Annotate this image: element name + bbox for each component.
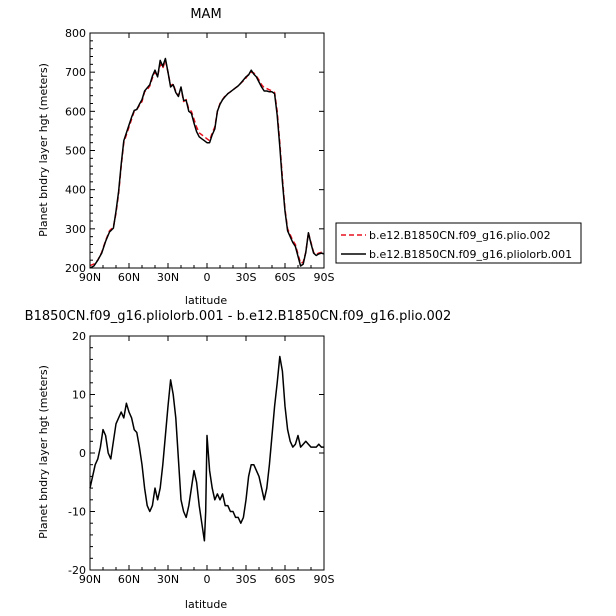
top-plot-ylabel: Planet bndry layer hgt (meters) <box>37 63 50 237</box>
bottom-plot-xtick-label: 60N <box>118 573 140 586</box>
bottom-plot-xtick-label: 90S <box>314 573 335 586</box>
bottom-plot-ylabel: Planet bndry layer hgt (meters) <box>37 365 50 539</box>
bottom-plot-ticks-group: 90N 60N 30N 0 30S 60S 90S -20 -10 0 10 20 <box>68 330 334 586</box>
bottom-plot-xlabel: latitude <box>185 598 227 611</box>
top-plot-xtick-label: 90S <box>314 271 335 284</box>
top-plot-ytick-label: 800 <box>65 27 86 40</box>
top-plot-xtick-label: 30N <box>157 271 179 284</box>
top-plot-series-group <box>89 57 325 269</box>
top-plot-ytick-label: 700 <box>65 66 86 79</box>
top-plot-series-line-1 <box>89 57 325 269</box>
top-plot-ytick-label: 200 <box>65 262 86 275</box>
top-plot-title: MAM <box>190 7 221 22</box>
legend-box <box>335 222 582 264</box>
bottom-plot-series-line-0 <box>89 355 324 542</box>
top-plot-xtick-label: 90N <box>79 271 101 284</box>
bottom-plot-xtick-label: 30N <box>157 573 179 586</box>
bottom-plot: B1850CN.f09_g16.pliolorb.001 - b.e12.B18… <box>25 309 452 611</box>
bottom-plot-xtick-label: 90N <box>79 573 101 586</box>
bottom-plot-ytick-label: 0 <box>79 447 86 460</box>
bottom-plot-xtick-label: 0 <box>204 573 211 586</box>
top-plot-ytick-label: 300 <box>65 223 86 236</box>
bottom-plot-ytick-label: 10 <box>72 389 86 402</box>
top-plot-xtick-label: 60S <box>275 271 296 284</box>
top-plot-xtick-label: 30S <box>236 271 257 284</box>
bottom-plot-series-group <box>89 355 324 542</box>
bottom-plot-xtick-label: 60S <box>275 573 296 586</box>
legend-entry-plio: b.e12.B1850CN.f09_g16.plio.002 <box>369 229 551 242</box>
legend-entry-pliolorb: b.e12.B1850CN.f09_g16.pliolorb.001 <box>369 248 572 261</box>
legend: b.e12.B1850CN.f09_g16.plio.002 b.e12.B18… <box>335 222 582 264</box>
bottom-plot-ytick-label: -10 <box>68 506 86 519</box>
top-plot: MAM 90N 60N 30N 0 30S 60S 90S 200 300 400 500 600 70… <box>37 7 335 307</box>
top-plot-ytick-label: 500 <box>65 145 86 158</box>
bottom-plot-xtick-label: 30S <box>236 573 257 586</box>
top-plot-ytick-label: 400 <box>65 184 86 197</box>
bottom-plot-ytick-label: -20 <box>68 564 86 577</box>
bottom-plot-ytick-label: 20 <box>72 330 86 343</box>
top-plot-ytick-label: 600 <box>65 105 86 118</box>
top-plot-xtick-label: 60N <box>118 271 140 284</box>
bottom-plot-title: B1850CN.f09_g16.pliolorb.001 - b.e12.B18… <box>25 309 452 324</box>
top-plot-xlabel: latitude <box>185 294 227 307</box>
top-plot-xtick-label: 0 <box>204 271 211 284</box>
top-plot-ticks-group: 90N 60N 30N 0 30S 60S 90S 200 300 400 500 600 700 800 <box>65 27 335 284</box>
